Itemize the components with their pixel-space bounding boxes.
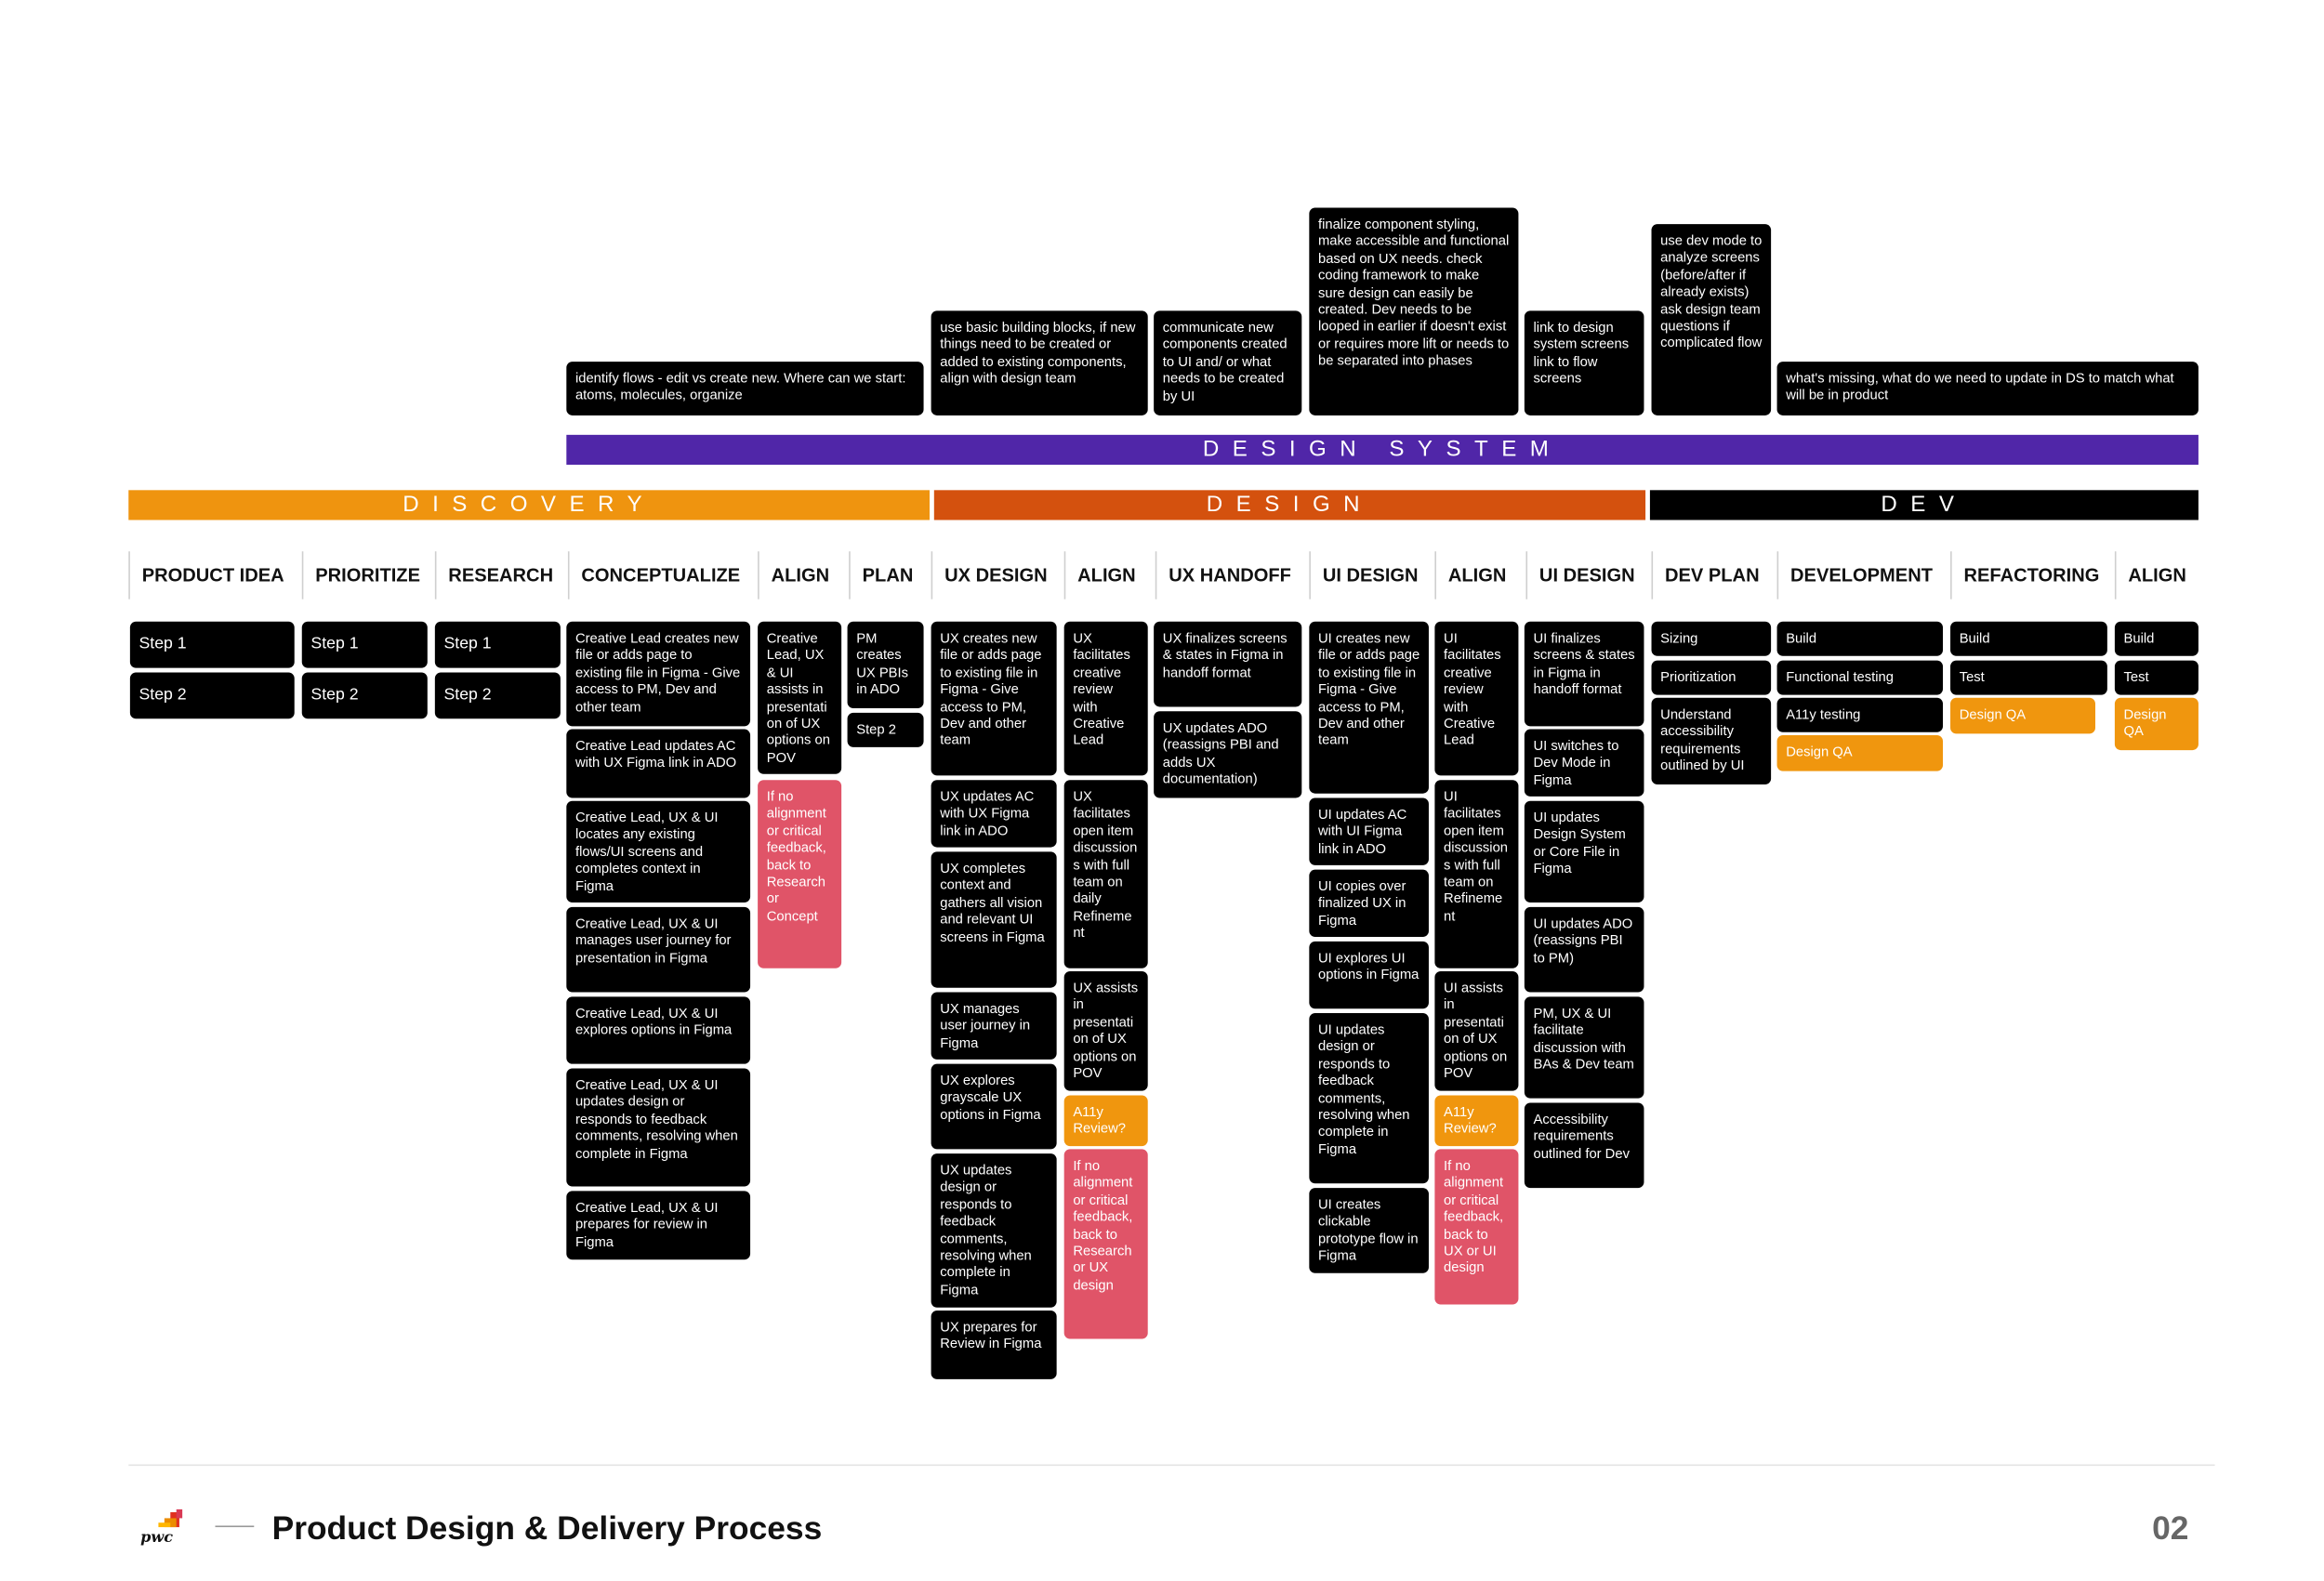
review-card: A11y Review?: [1434, 1095, 1519, 1147]
step-card: Understand accessibility requirements ou…: [1651, 697, 1772, 785]
dev-bar: DEV: [1649, 490, 2199, 520]
ds-note: use basic building blocks, if new things…: [931, 310, 1148, 415]
pwc-logo-text: pwc: [140, 1530, 174, 1547]
step-card: UX facilitates creative review with Crea…: [1063, 621, 1148, 776]
step-card: Step 2: [434, 672, 561, 719]
column-header: ALIGN: [2114, 551, 2220, 599]
review-card: Design QA: [2114, 697, 2199, 751]
step-card: UX completes context and gathers all vis…: [931, 851, 1057, 988]
discovery-bar: DISCOVERY: [128, 490, 930, 520]
step-card: UI updates design or responds to feedbac…: [1309, 1013, 1429, 1184]
footer-dash: [215, 1525, 255, 1528]
blocker-card: If no alignment or critical feedback, ba…: [1434, 1149, 1519, 1305]
step-card: Creative Lead, UX & UI prepares for revi…: [566, 1191, 751, 1260]
column-header: ALIGN: [1434, 551, 1525, 599]
column-header: CONCEPTUALIZE: [567, 551, 758, 599]
document-title: Product Design & Delivery Process: [271, 1509, 823, 1547]
step-card: UX finalizes screens & states in Figma i…: [1154, 621, 1302, 707]
step-card: UX updates design or responds to feedbac…: [931, 1153, 1057, 1308]
step-card: Creative Lead updates AC with UX Figma l…: [566, 729, 751, 798]
step-card: Step 2: [847, 712, 924, 747]
step-card: UX assists in presentation of UX options…: [1063, 971, 1148, 1091]
step-card: Step 1: [434, 621, 561, 668]
column-header: PRIORITIZE: [301, 551, 433, 599]
step-card: UI updates Design System or Core File in…: [1524, 800, 1644, 903]
step-card: Creative Lead, UX & UI manages user jour…: [566, 906, 751, 993]
step-card: Creative Lead, UX & UI assists in presen…: [758, 621, 842, 774]
step-card: Step 1: [301, 621, 428, 668]
step-card: Test: [2114, 660, 2199, 695]
column-header: UX HANDOFF: [1155, 551, 1310, 599]
step-card: UX facilitates open item discussions wit…: [1063, 780, 1148, 968]
ds-note: communicate new components created to UI…: [1154, 310, 1302, 415]
step-card: UX updates AC with UX Figma link in ADO: [931, 780, 1057, 848]
ds-note: finalize component styling, make accessi…: [1309, 207, 1519, 415]
step-card: Creative Lead, UX & UI locates any exist…: [566, 800, 751, 903]
step-card: UI assists in presentation of UX options…: [1434, 971, 1519, 1091]
step-card: Creative Lead, UX & UI explores options …: [566, 996, 751, 1064]
column-header: PRODUCT IDEA: [128, 551, 300, 599]
step-card: UI creates clickable prototype flow in F…: [1309, 1188, 1429, 1273]
step-card: Step 2: [129, 672, 295, 719]
step-card: UI finalizes screens & states in Figma i…: [1524, 621, 1644, 727]
column-header: UI DESIGN: [1309, 551, 1434, 599]
column-header: ALIGN: [1063, 551, 1155, 599]
step-card: UI creates new file or adds page to exis…: [1309, 621, 1429, 794]
review-card: Design QA: [1950, 697, 2095, 734]
column-header: RESEARCH: [434, 551, 566, 599]
column-header: UI DESIGN: [1525, 551, 1651, 599]
step-card: UI updates ADO (reassigns PBI to PM): [1524, 906, 1644, 993]
step-card: Creative Lead, UX & UI updates design or…: [566, 1068, 751, 1187]
step-card: Build: [1950, 621, 2107, 656]
design-bar: DESIGN: [933, 490, 1646, 520]
pwc-logo-mark-icon: [158, 1509, 183, 1528]
step-card: Sizing: [1651, 621, 1772, 656]
column-header: UX DESIGN: [931, 551, 1064, 599]
column-header: PLAN: [849, 551, 931, 599]
step-card: PM, UX & UI facilitate discussion with B…: [1524, 996, 1644, 1099]
step-card: Step 1: [129, 621, 295, 668]
step-card: UI copies over finalized UX in Figma: [1309, 869, 1429, 938]
blocker-card: If no alignment or critical feedback, ba…: [1063, 1149, 1148, 1339]
step-card: UI facilitates creative review with Crea…: [1434, 621, 1519, 776]
step-card: Creative Lead creates new file or adds p…: [566, 621, 751, 727]
design-system-bar: DESIGN SYSTEM: [566, 434, 2199, 465]
ds-note: what's missing, what do we need to updat…: [1776, 362, 2199, 415]
step-card: UI updates AC with UI Figma link in ADO: [1309, 797, 1429, 865]
step-card: Build: [1776, 621, 1944, 656]
step-card: Prioritization: [1651, 660, 1772, 695]
step-card: UX creates new file or adds page to exis…: [931, 621, 1057, 776]
column-header: DEVELOPMENT: [1776, 551, 1950, 599]
column-header: DEV PLAN: [1651, 551, 1777, 599]
step-card: UX explores grayscale UX options in Figm…: [931, 1063, 1057, 1150]
step-card: Accessibility requirements outlined for …: [1524, 1102, 1644, 1189]
step-card: UI facilitates open item discussions wit…: [1434, 780, 1519, 968]
review-card: A11y Review?: [1063, 1095, 1148, 1147]
step-card: UX prepares for Review in Figma: [931, 1310, 1057, 1379]
step-card: Build: [2114, 621, 2199, 656]
step-card: UX updates ADO (reassigns PBI and adds U…: [1154, 711, 1302, 798]
ds-note: identify flows - edit vs create new. Whe…: [566, 362, 924, 415]
step-card: Functional testing: [1776, 660, 1944, 695]
blocker-card: If no alignment or critical feedback, ba…: [758, 780, 842, 968]
step-card: PM creates UX PBIs in ADO: [847, 621, 924, 709]
step-card: UI switches to Dev Mode in Figma: [1524, 729, 1644, 797]
ds-note: link to design system screens link to fl…: [1524, 310, 1644, 415]
column-header: REFACTORING: [1950, 551, 2115, 599]
review-card: Design QA: [1776, 734, 1944, 771]
footer-divider: [128, 1464, 2215, 1467]
step-card: Test: [1950, 660, 2107, 695]
step-card: A11y testing: [1776, 697, 1944, 732]
step-card: Step 2: [301, 672, 428, 719]
ds-note: use dev mode to analyze screens (before/…: [1651, 224, 1772, 415]
pwc-logo: pwc: [140, 1509, 191, 1548]
column-header: ALIGN: [758, 551, 847, 599]
step-card: UX manages user journey in Figma: [931, 992, 1057, 1060]
step-card: UI explores UI options in Figma: [1309, 941, 1429, 1009]
page-number: 02: [2152, 1509, 2189, 1547]
